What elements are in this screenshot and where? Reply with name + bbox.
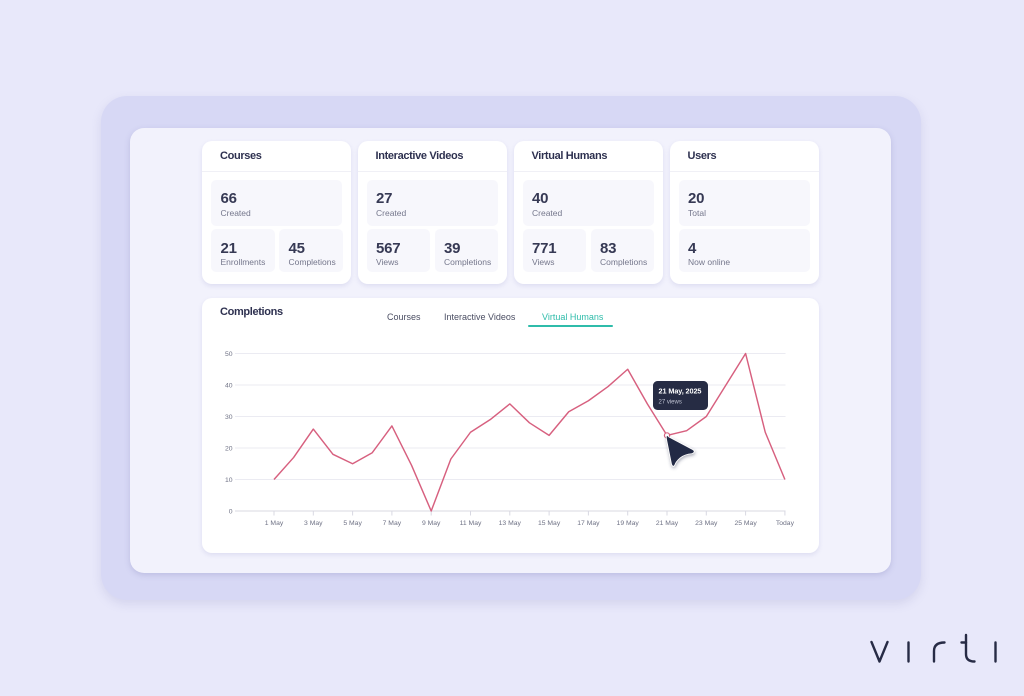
- svg-text:23 May: 23 May: [695, 520, 718, 527]
- svg-text:27 views: 27 views: [659, 400, 682, 406]
- svg-text:50: 50: [225, 351, 233, 358]
- svg-text:20: 20: [225, 446, 233, 453]
- svg-text:21 May, 2025: 21 May, 2025: [659, 386, 702, 395]
- svg-text:3 May: 3 May: [304, 520, 323, 527]
- svg-text:10: 10: [225, 477, 233, 484]
- svg-text:0: 0: [229, 509, 233, 516]
- svg-text:19 May: 19 May: [617, 520, 640, 527]
- svg-text:15 May: 15 May: [538, 520, 561, 527]
- svg-text:Today: Today: [776, 520, 795, 527]
- svg-text:25 May: 25 May: [734, 520, 757, 527]
- svg-text:13 May: 13 May: [499, 520, 522, 527]
- svg-text:40: 40: [225, 383, 233, 390]
- svg-text:21 May: 21 May: [656, 520, 679, 527]
- svg-text:11 May: 11 May: [460, 520, 482, 527]
- svg-text:7 May: 7 May: [383, 520, 402, 527]
- svg-text:17 May: 17 May: [577, 520, 600, 527]
- svg-text:30: 30: [225, 414, 233, 421]
- svg-text:9 May: 9 May: [422, 520, 441, 527]
- svg-text:1 May: 1 May: [265, 520, 284, 527]
- svg-text:5 May: 5 May: [343, 520, 362, 527]
